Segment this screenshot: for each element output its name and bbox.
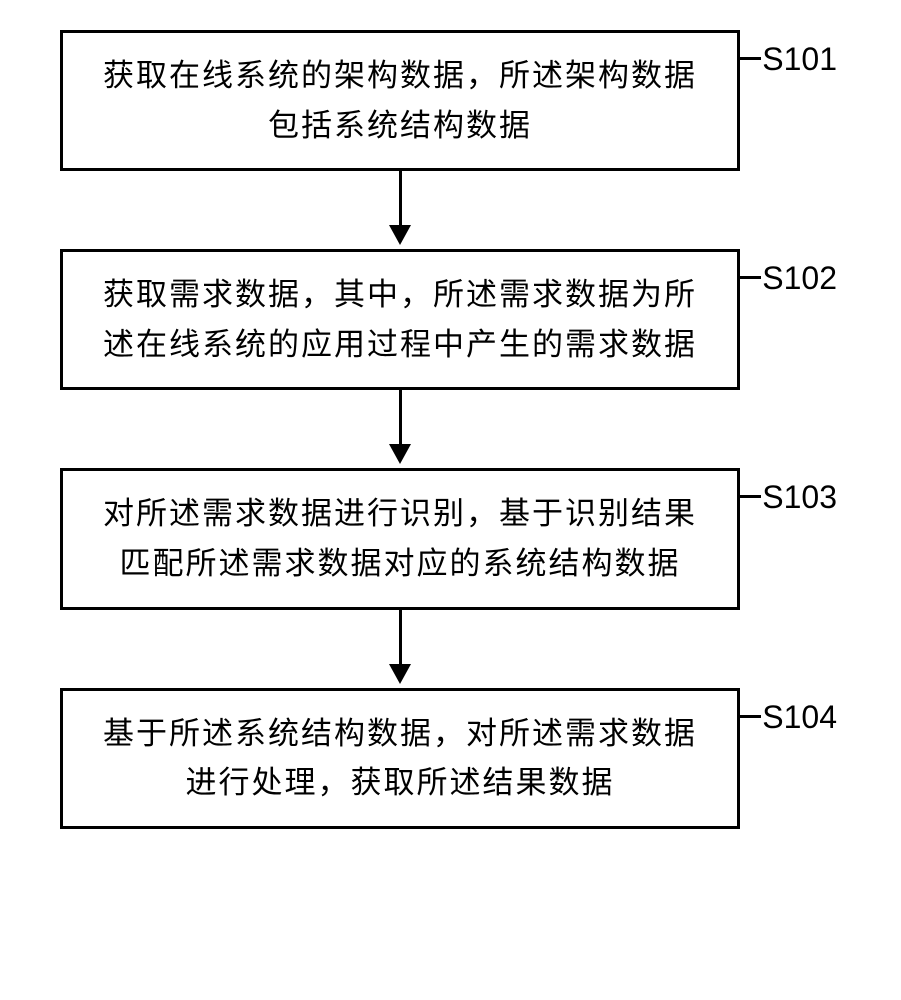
arrow-2 xyxy=(60,390,740,468)
label-connector xyxy=(737,57,761,60)
flowchart-container: S101 获取在线系统的架构数据，所述架构数据包括系统结构数据 S102 获取需… xyxy=(60,30,840,829)
step-text-2: 获取需求数据，其中，所述需求数据为所述在线系统的应用过程中产生的需求数据 xyxy=(91,270,709,369)
step-box-4: S104 基于所述系统结构数据，对所述需求数据进行处理，获取所述结果数据 xyxy=(60,688,740,829)
arrow-line xyxy=(399,610,402,666)
arrow-line xyxy=(399,390,402,446)
label-connector xyxy=(737,495,761,498)
step-box-3: S103 对所述需求数据进行识别，基于识别结果匹配所述需求数据对应的系统结构数据 xyxy=(60,468,740,609)
step-text-4: 基于所述系统结构数据，对所述需求数据进行处理，获取所述结果数据 xyxy=(91,709,709,808)
arrow-head-icon xyxy=(389,225,411,245)
step-text-1: 获取在线系统的架构数据，所述架构数据包括系统结构数据 xyxy=(91,51,709,150)
arrow-line xyxy=(399,171,402,227)
arrow-1 xyxy=(60,171,740,249)
step-label-3: S103 xyxy=(762,479,837,516)
arrow-head-icon xyxy=(389,444,411,464)
arrow-head-icon xyxy=(389,664,411,684)
label-connector xyxy=(737,715,761,718)
step-box-1: S101 获取在线系统的架构数据，所述架构数据包括系统结构数据 xyxy=(60,30,740,171)
step-box-2: S102 获取需求数据，其中，所述需求数据为所述在线系统的应用过程中产生的需求数… xyxy=(60,249,740,390)
arrow-3 xyxy=(60,610,740,688)
step-label-2: S102 xyxy=(762,260,837,297)
step-label-4: S104 xyxy=(762,699,837,736)
step-text-3: 对所述需求数据进行识别，基于识别结果匹配所述需求数据对应的系统结构数据 xyxy=(91,489,709,588)
step-label-1: S101 xyxy=(762,41,837,78)
label-connector xyxy=(737,276,761,279)
